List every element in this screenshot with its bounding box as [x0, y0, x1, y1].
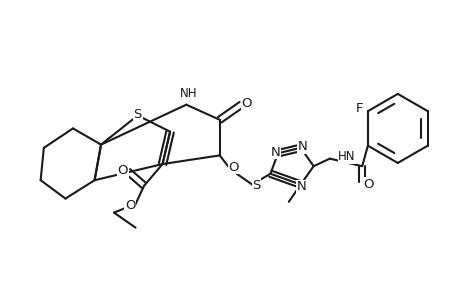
- Text: F: F: [355, 103, 362, 116]
- Text: HN: HN: [338, 150, 355, 163]
- Text: N: N: [270, 146, 280, 159]
- Text: S: S: [133, 108, 142, 121]
- Text: S: S: [252, 179, 260, 192]
- Text: O: O: [117, 164, 128, 177]
- Text: N: N: [296, 180, 306, 193]
- Text: NH: NH: [179, 87, 197, 101]
- Text: O: O: [363, 178, 373, 191]
- Text: O: O: [241, 97, 252, 110]
- Text: N: N: [297, 140, 307, 153]
- Text: O: O: [228, 161, 239, 174]
- Text: O: O: [125, 199, 135, 212]
